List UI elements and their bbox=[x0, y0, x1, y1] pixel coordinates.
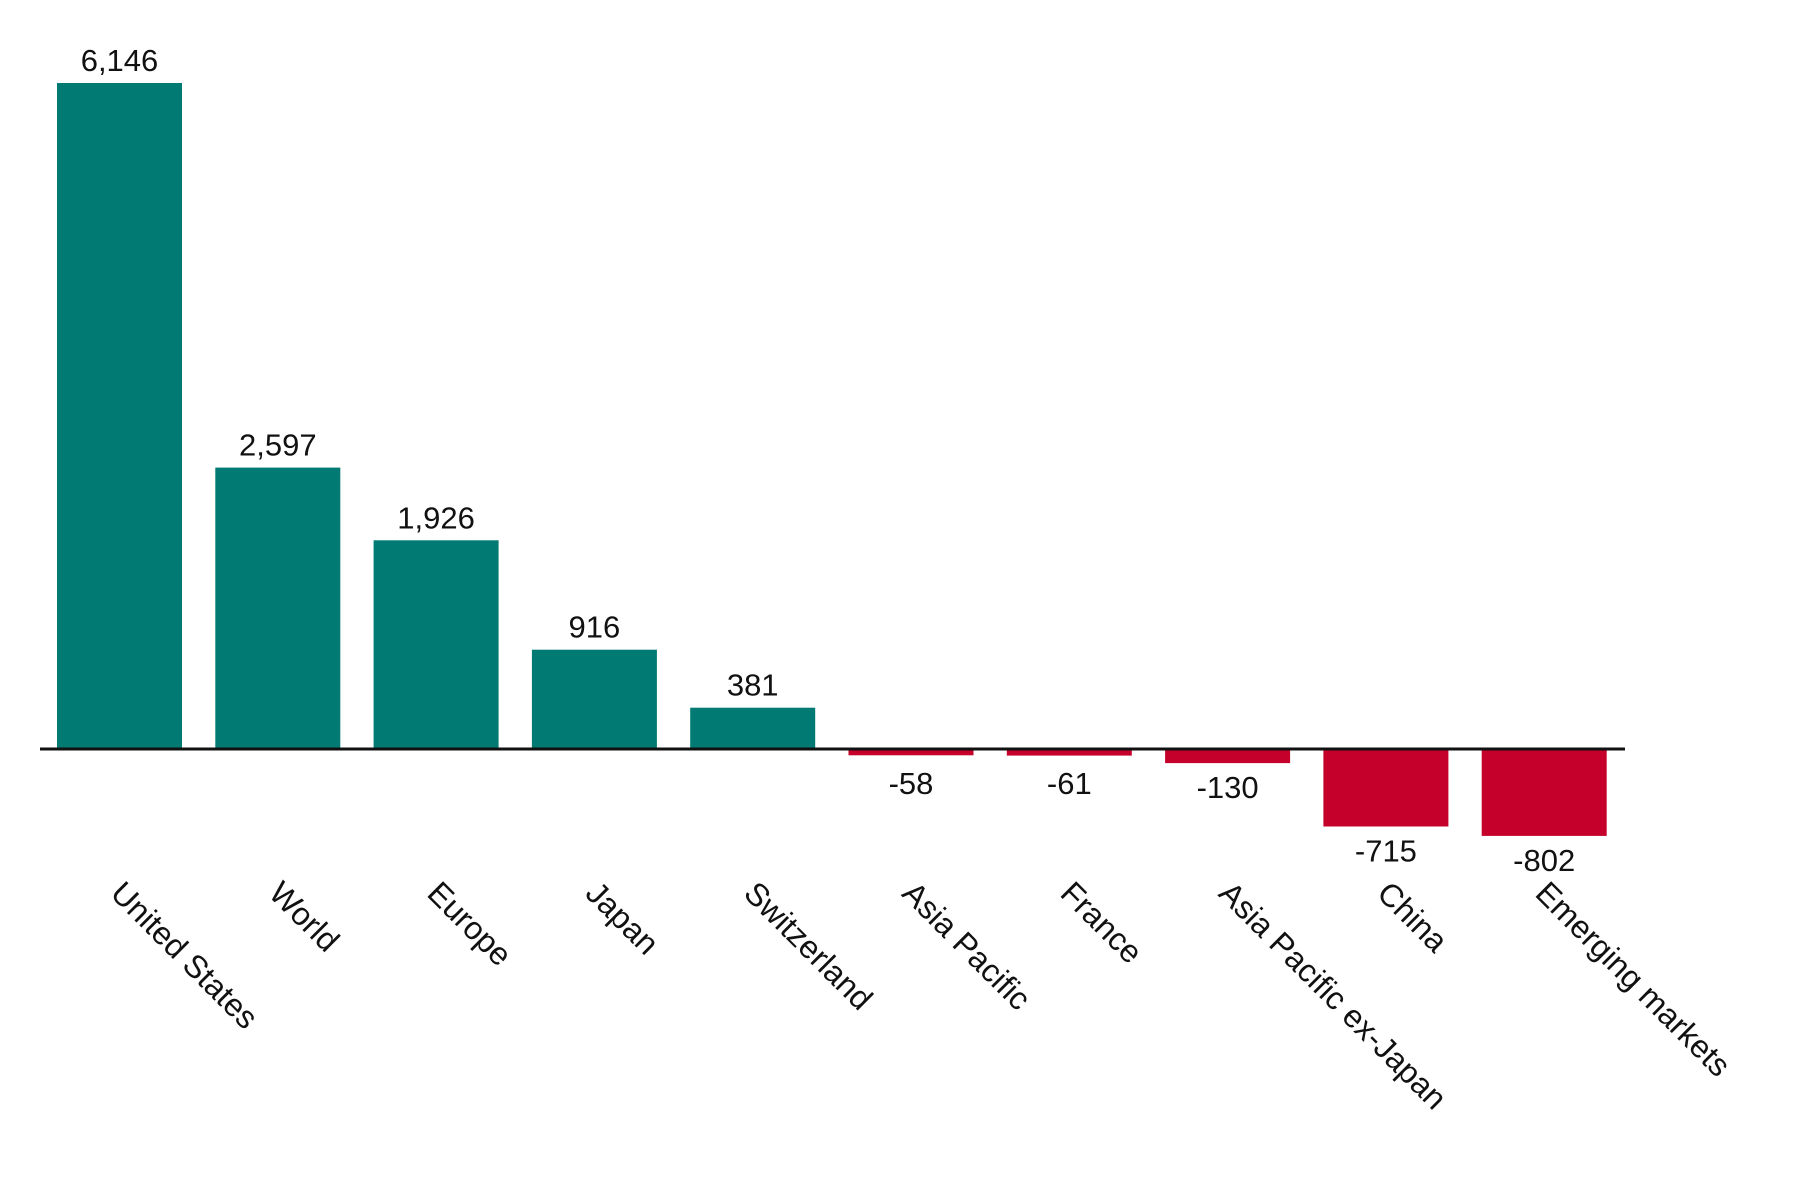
value-labels-group: 6,146 2,597 1,926 916 381 -58 -61 -130 -715 -802 bbox=[81, 43, 1576, 878]
category-label: China bbox=[1370, 874, 1455, 959]
category-label: Asia Pacific bbox=[896, 874, 1038, 1016]
category-label: Europe bbox=[421, 874, 519, 972]
bar-emerging-markets bbox=[1481, 749, 1607, 836]
value-label: 381 bbox=[727, 668, 779, 703]
value-label: 1,926 bbox=[397, 500, 475, 535]
bar-france bbox=[1006, 749, 1132, 756]
bar-world bbox=[215, 467, 341, 749]
bar-asia-pacific-ex-japan bbox=[1165, 749, 1291, 764]
category-label: France bbox=[1054, 874, 1150, 970]
bar-asia-pacific bbox=[848, 749, 974, 756]
category-label: Emerging markets bbox=[1529, 874, 1738, 1083]
value-label: -61 bbox=[1047, 766, 1092, 801]
value-label: -58 bbox=[889, 766, 934, 801]
bar-switzerland bbox=[690, 707, 816, 749]
bars-group bbox=[57, 83, 1607, 836]
value-label: -130 bbox=[1197, 770, 1259, 805]
value-label: -715 bbox=[1355, 834, 1417, 869]
value-label: -802 bbox=[1513, 843, 1575, 878]
category-label: Switzerland bbox=[737, 874, 879, 1016]
category-label: Japan bbox=[579, 874, 666, 961]
value-label: 6,146 bbox=[81, 43, 159, 78]
value-label: 916 bbox=[569, 610, 621, 645]
category-label: World bbox=[262, 874, 346, 958]
category-label: United States bbox=[104, 874, 265, 1035]
value-label: 2,597 bbox=[239, 428, 317, 463]
bar-japan bbox=[531, 649, 657, 749]
bar-united-states bbox=[57, 83, 182, 749]
bar-china bbox=[1323, 749, 1449, 827]
bar-europe bbox=[373, 540, 499, 749]
